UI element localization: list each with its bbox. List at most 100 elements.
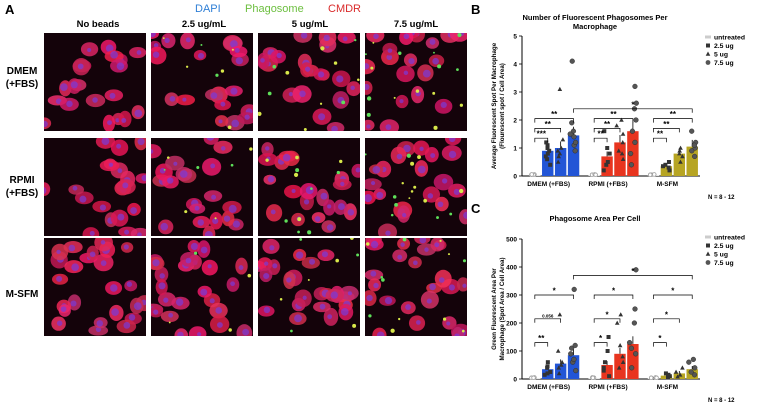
- nucleus-mark: [235, 57, 243, 65]
- significance-bracket: [593, 128, 621, 133]
- nucleus-mark: [314, 216, 321, 222]
- nucleus-mark: [159, 167, 166, 174]
- nucleus-mark: [136, 50, 142, 55]
- cell-mark: [203, 138, 219, 145]
- nucleus-mark: [342, 36, 348, 42]
- significance-bracket: [593, 118, 634, 123]
- micrograph-tile: [258, 33, 360, 131]
- micrograph-tile: [258, 238, 360, 336]
- data-point: [569, 345, 575, 351]
- nucleus-mark: [56, 275, 63, 282]
- data-point: [654, 375, 659, 380]
- phagosome-spot: [299, 238, 303, 241]
- data-point: [633, 351, 639, 357]
- nucleus-mark: [453, 188, 460, 195]
- phagosome-spot: [436, 216, 439, 220]
- significance-label: *: [671, 287, 675, 296]
- phagosome-spot: [319, 102, 323, 105]
- nucleus-mark: [122, 182, 129, 189]
- data-point: [547, 148, 552, 153]
- column-label-no-beads: No beads: [76, 19, 120, 30]
- bar: [554, 363, 567, 379]
- nucleus-mark: [365, 63, 370, 70]
- nucleus-mark: [87, 47, 92, 53]
- phagosome-spot: [290, 329, 293, 333]
- significance-label: **: [538, 334, 545, 343]
- data-point: [678, 145, 683, 150]
- legend-marker: [705, 35, 711, 39]
- significance-label: **: [610, 110, 617, 119]
- nucleus-mark: [355, 167, 360, 173]
- data-point: [572, 148, 578, 154]
- data-point: [557, 312, 563, 317]
- data-point: [628, 151, 634, 157]
- data-point: [559, 359, 565, 364]
- nucleus-mark: [223, 215, 231, 222]
- data-point: [573, 368, 579, 374]
- nucleus-mark: [56, 249, 61, 255]
- micrograph-tile: [258, 138, 360, 236]
- nucleus-mark: [430, 153, 436, 158]
- significance-bracket: [653, 118, 693, 123]
- nucleus-mark: [323, 34, 330, 41]
- nucleus-mark: [326, 224, 334, 231]
- phagosome-spot: [433, 125, 438, 130]
- data-point: [572, 342, 578, 349]
- cell-mark: [377, 223, 398, 236]
- nucleus-mark: [416, 320, 421, 325]
- significance-label: **: [597, 130, 604, 139]
- nucleus-mark: [152, 51, 160, 58]
- nucleus-mark: [337, 203, 345, 211]
- nucleus-mark: [110, 51, 118, 59]
- bar: [542, 150, 554, 176]
- nucleus-mark: [302, 295, 307, 300]
- data-point: [691, 142, 697, 148]
- micrograph-image: [258, 238, 360, 333]
- nucleus-mark: [159, 273, 165, 279]
- significance-label: 0.056: [542, 313, 554, 318]
- micrograph-tile: [365, 33, 467, 131]
- phagosome-spot: [370, 66, 374, 70]
- data-point: [626, 339, 633, 346]
- data-point: [628, 345, 635, 351]
- nucleus-mark: [68, 244, 76, 252]
- legend-marker: [705, 60, 711, 65]
- significance-bracket: [653, 137, 667, 143]
- nucleus-mark: [291, 188, 296, 194]
- data-point: [593, 172, 598, 177]
- nucleus-mark: [260, 58, 265, 63]
- data-point: [620, 156, 626, 161]
- phagosome-spot: [228, 328, 232, 332]
- phagosome-spot: [394, 202, 398, 207]
- nucleus-mark: [286, 277, 292, 283]
- phagosome-spot: [215, 73, 219, 77]
- data-point: [628, 162, 635, 168]
- data-point: [663, 371, 668, 376]
- nucleus-mark: [56, 320, 63, 326]
- nucleus-mark: [399, 99, 404, 104]
- bar: [647, 378, 660, 379]
- y-tick-label: 1: [513, 146, 517, 153]
- row-label-msfm: M-SFM: [4, 288, 40, 301]
- nucleus-mark: [77, 63, 84, 70]
- nucleus-mark: [71, 263, 79, 272]
- data-point: [677, 372, 683, 377]
- nucleus-mark: [417, 165, 426, 174]
- phagosome-spot: [461, 329, 465, 333]
- column-label-2-5: 2.5 ug/mL: [181, 19, 227, 30]
- nucleus-mark: [426, 298, 432, 304]
- nucleus-mark: [370, 180, 376, 186]
- phagosome-spot: [200, 43, 203, 46]
- nucleus-mark: [200, 246, 208, 254]
- phagosome-spot: [247, 273, 252, 278]
- data-point: [689, 128, 695, 134]
- y-tick-label: 300: [506, 293, 517, 300]
- nucleus-mark: [331, 125, 338, 131]
- nucleus-mark: [385, 230, 391, 236]
- nucleus-mark: [242, 328, 250, 336]
- nucleus-mark: [89, 230, 95, 236]
- nucleus-mark: [446, 321, 451, 326]
- data-point: [607, 151, 612, 156]
- data-point: [555, 148, 561, 153]
- nucleus-mark: [108, 162, 114, 167]
